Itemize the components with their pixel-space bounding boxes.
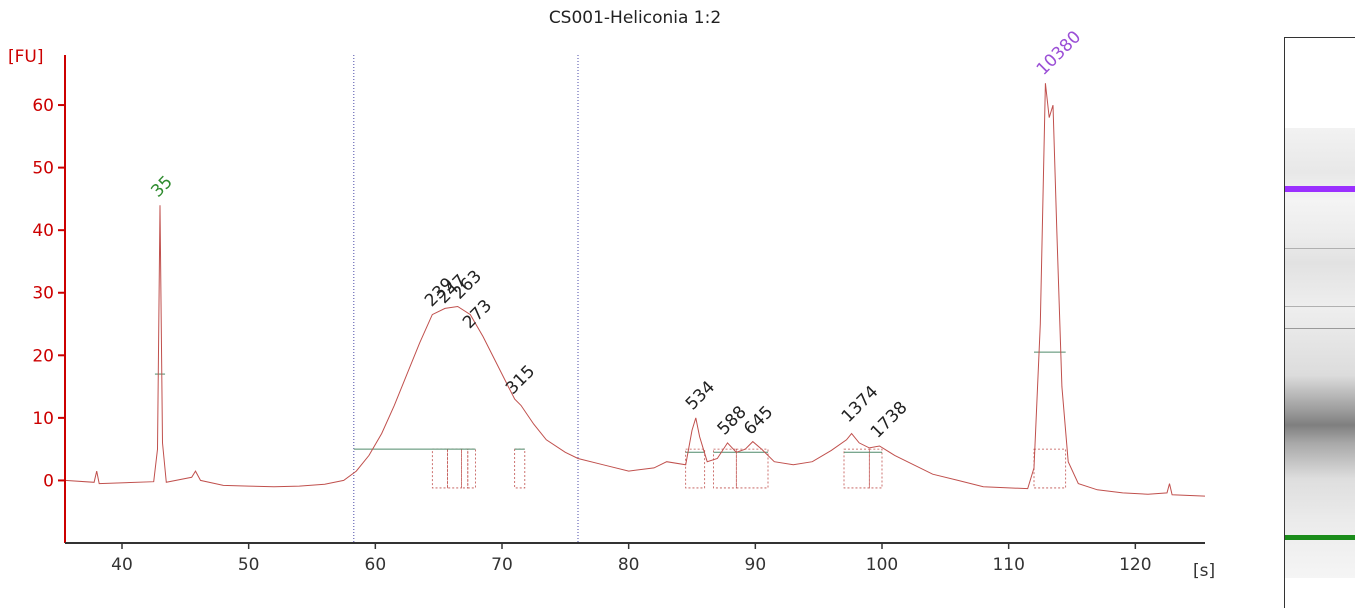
peak-window [843,448,870,489]
peak-window [461,448,469,489]
gel-band [1285,248,1355,249]
gel-band [1285,328,1355,329]
peak-label: 35 [147,172,176,201]
y-tick-label: 0 [43,471,54,491]
x-tick-label: 90 [745,555,767,575]
x-tick-label: 100 [866,555,898,575]
region-bounds [353,55,579,543]
baseline-segments [154,351,1066,453]
peak-window [467,448,476,489]
peak-window [735,448,769,489]
peak-label: 645 [740,402,777,439]
peak-window [514,448,526,489]
gel-band [1285,306,1355,307]
peak-label: 10380 [1033,27,1085,79]
y-tick-label: 10 [32,409,54,429]
peak-window [713,448,737,489]
peak-window [868,448,883,489]
y-axis-label: [FU] [8,47,44,67]
gel-image [1284,37,1355,608]
y-tick-label: 60 [32,96,54,116]
electropherogram-plot: 0 10 20 30 40 50 60 40 50 60 70 80 90 100 110 120 [FU] [s… [8,27,1215,581]
peak-window [447,448,462,489]
x-tick-label: 70 [491,555,513,575]
x-tick-label: 80 [618,555,640,575]
x-tick-label: 110 [992,555,1024,575]
y-tick-label: 40 [32,221,54,241]
x-tick-label: 50 [238,555,260,575]
y-tick-label: 30 [32,284,54,304]
x-tick-label: 40 [111,555,133,575]
x-axis-label: [s] [1193,561,1215,581]
axes: 0 10 20 30 40 50 60 40 50 60 70 80 90 100 110 120 [FU] [s… [8,47,1215,581]
y-tick-label: 50 [32,159,54,179]
peak-windows [431,448,1067,489]
gel-lane [1285,128,1355,578]
peak-label: 315 [502,362,539,399]
chart-title: CS001-Heliconia 1:2 [548,8,722,28]
y-tick-label: 20 [32,346,54,366]
peak-label: 534 [682,377,719,414]
x-tick-label: 120 [1119,555,1151,575]
peak-window [1033,448,1067,489]
trace-line [64,83,1206,497]
peak-window [431,448,448,489]
peak-window [685,448,706,489]
gel-lower-marker-band [1285,535,1355,540]
gel-upper-marker-band [1285,186,1355,192]
x-tick-label: 60 [365,555,387,575]
